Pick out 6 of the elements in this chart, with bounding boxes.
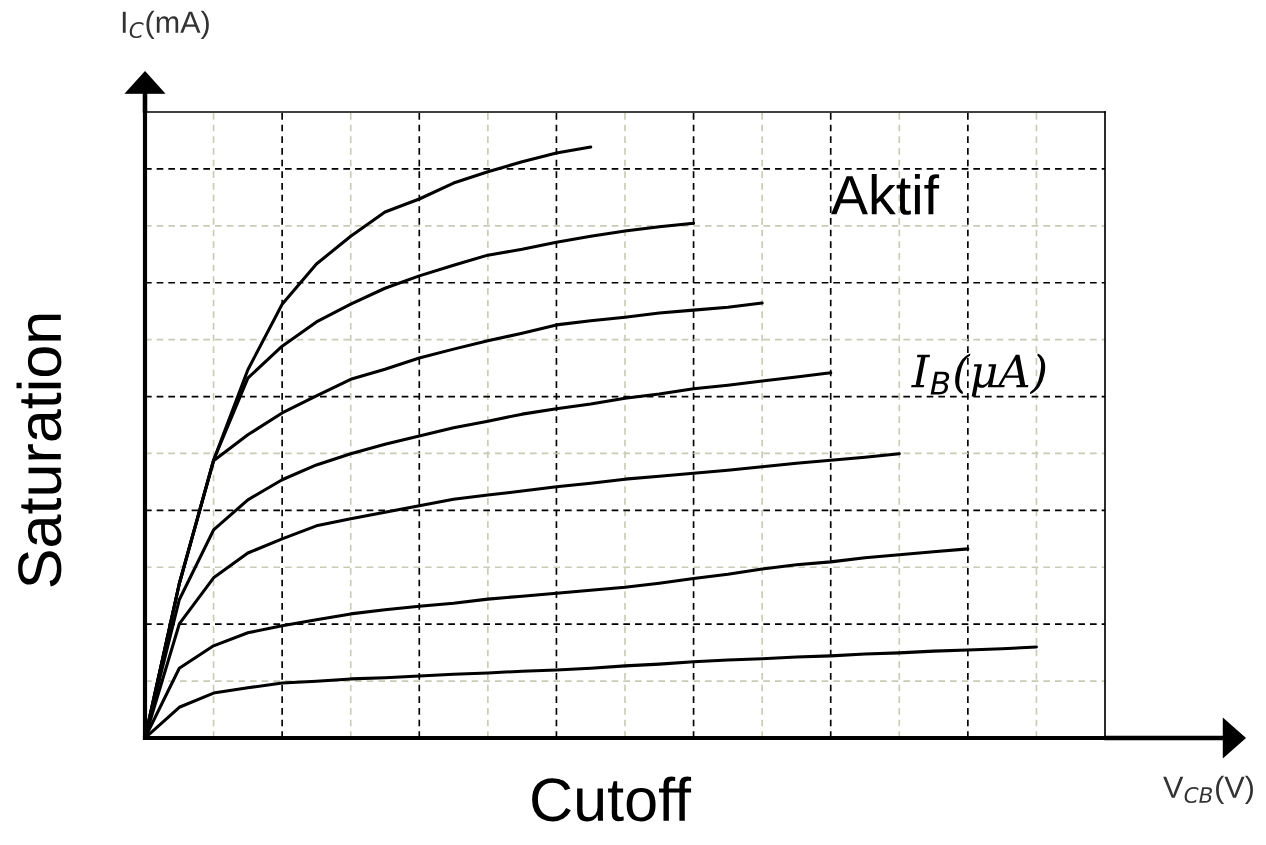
annotation: Aktif	[831, 174, 940, 215]
x-axis-title: V$_{CB}$(V)	[1163, 775, 1253, 805]
text: Cutoff	[532, 776, 692, 822]
y-axis-title: I$_{C}$(mA)	[122, 10, 209, 40]
annotation: I$_{B}$(μA)	[911, 353, 1046, 397]
text: Saturation	[16, 314, 62, 587]
